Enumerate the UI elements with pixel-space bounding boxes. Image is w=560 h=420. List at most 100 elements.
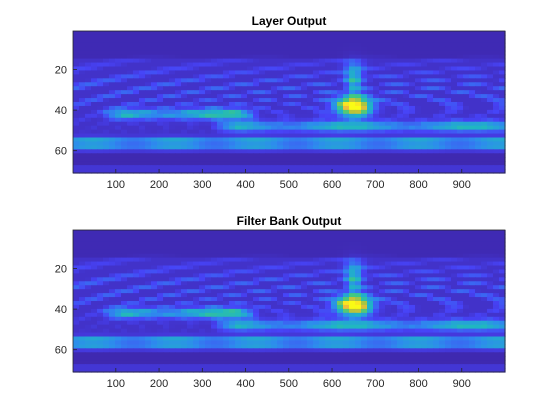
heatmap-cell [313, 121, 320, 127]
heatmap-cell [499, 277, 506, 282]
heatmap-cell [235, 340, 242, 345]
heatmap-cell [193, 356, 200, 361]
heatmap-cell [373, 230, 380, 235]
heatmap-cell [469, 281, 476, 286]
heatmap-cell [463, 82, 470, 87]
heatmap-cell [349, 133, 356, 139]
heatmap-cell [277, 149, 284, 154]
heatmap-cell [139, 230, 146, 235]
heatmap-cell [157, 308, 164, 314]
heatmap-cell [493, 320, 500, 326]
heatmap-cell [451, 121, 458, 127]
heatmap-cell [205, 54, 212, 60]
heatmap-cell [145, 230, 152, 235]
heatmap-cell [475, 297, 482, 302]
heatmap-cell [427, 289, 434, 294]
heatmap-cell [259, 141, 266, 146]
heatmap-cell [133, 153, 140, 158]
heatmap-cell [91, 257, 98, 263]
heatmap-cell [409, 78, 416, 83]
heatmap-cell [421, 281, 428, 286]
heatmap-cell [469, 257, 476, 263]
heatmap-cell [499, 352, 506, 357]
heatmap-cell [367, 348, 374, 353]
heatmap-cell [91, 253, 98, 259]
heatmap-cell [469, 332, 476, 338]
heatmap-cell [205, 273, 212, 278]
heatmap-cell [379, 105, 386, 111]
heatmap-cell [109, 38, 116, 44]
heatmap-cell [73, 253, 80, 259]
heatmap-cell [211, 352, 218, 357]
heatmap-cell [361, 129, 368, 135]
heatmap-cell [355, 316, 362, 322]
heatmap-cell [157, 293, 164, 298]
heatmap-cell [307, 253, 314, 259]
heatmap-cell [229, 66, 236, 72]
heatmap-cell [367, 74, 374, 79]
heatmap-cell [127, 145, 134, 150]
heatmap-cell [427, 129, 434, 135]
heatmap-cell [199, 109, 206, 115]
heatmap-cell [103, 50, 110, 56]
heatmap-cell [145, 245, 152, 251]
heatmap-cell [145, 320, 152, 326]
heatmap-cell [301, 277, 308, 282]
heatmap-cell [85, 102, 92, 107]
heatmap-cell [391, 316, 398, 322]
heatmap-cell [223, 273, 230, 278]
heatmap-cell [445, 58, 452, 64]
heatmap-cell [409, 141, 416, 146]
heatmap-cell [163, 253, 170, 259]
heatmap-cell [493, 316, 500, 322]
heatmap-cell [127, 301, 134, 306]
heatmap-cell [247, 328, 254, 334]
heatmap-cell [205, 297, 212, 302]
heatmap-cell [301, 90, 308, 95]
heatmap-cell [373, 249, 380, 255]
heatmap-cell [337, 62, 344, 68]
heatmap-cell [247, 169, 254, 174]
heatmap-cell [253, 149, 260, 154]
heatmap-cell [415, 94, 422, 99]
heatmap-cell [187, 34, 194, 40]
heatmap-cell [343, 356, 350, 361]
heatmap-cell [337, 245, 344, 251]
heatmap-cell [385, 54, 392, 60]
heatmap-cell [181, 133, 188, 139]
heatmap-cell [235, 230, 242, 235]
heatmap-cell [241, 70, 248, 75]
heatmap-cell [151, 82, 158, 87]
heatmap-cell [475, 316, 482, 322]
heatmap-cell [265, 46, 272, 52]
heatmap-cell [385, 328, 392, 334]
heatmap-cell [349, 129, 356, 135]
heatmap-cell [433, 90, 440, 95]
heatmap-cell [151, 31, 158, 36]
heatmap-cell [241, 117, 248, 123]
heatmap-cell [355, 102, 362, 107]
x-tick-label: 400 [236, 179, 254, 191]
heatmap-cell [145, 129, 152, 135]
heatmap-cell [415, 161, 422, 166]
heatmap-cell [91, 145, 98, 150]
heatmap-cell [397, 94, 404, 99]
heatmap-cell [337, 340, 344, 345]
heatmap-cell [235, 133, 242, 139]
heatmap-cell [499, 344, 506, 349]
heatmap-cell [145, 58, 152, 64]
heatmap-cell [463, 94, 470, 99]
heatmap-cell [259, 308, 266, 314]
heatmap-cell [163, 293, 170, 298]
heatmap-cell [145, 34, 152, 40]
heatmap-cell [157, 137, 164, 143]
heatmap-cell [481, 113, 488, 119]
heatmap-cell [475, 129, 482, 135]
heatmap-cell [229, 269, 236, 274]
heatmap-cell [313, 245, 320, 251]
heatmap-cell [265, 145, 272, 150]
heatmap-cell [499, 265, 506, 271]
heatmap-cell [109, 74, 116, 79]
heatmap-cell [451, 133, 458, 139]
heatmap-cell [457, 149, 464, 154]
